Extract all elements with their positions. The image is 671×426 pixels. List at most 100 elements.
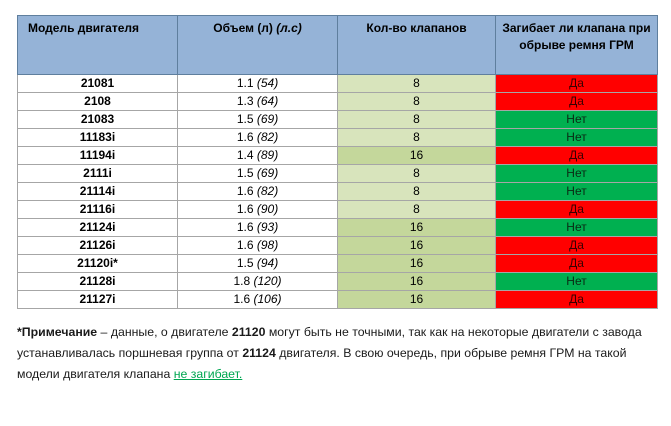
table-row: 2108 1.3 (64) 8 Да <box>17 92 658 111</box>
cell-volume-liters: 1.5 <box>236 166 254 180</box>
cell-bend: Да <box>495 290 658 309</box>
cell-volume-hp: (106) <box>253 292 282 306</box>
footnote: *Примечание – данные, о двигателе 21120 … <box>17 322 657 385</box>
cell-bend: Нет <box>495 164 658 183</box>
cell-volume-hp: (69) <box>256 166 279 180</box>
cell-volume-hp: (54) <box>256 76 279 90</box>
cell-bend: Да <box>495 254 658 273</box>
note-engine-1: 21120 <box>231 325 266 339</box>
note-star: * <box>17 325 22 339</box>
cell-model: 21116i <box>17 200 178 219</box>
table-row: 21126i 1.6 (98) 16 Да <box>17 236 658 255</box>
cell-model: 2108 <box>17 92 178 111</box>
table-row: 21081 1.1 (54) 8 Да <box>17 74 658 93</box>
cell-model: 21124i <box>17 218 178 237</box>
cell-volume-hp: (98) <box>256 238 279 252</box>
cell-valves: 8 <box>337 128 496 147</box>
note-text-1: – данные, о двигателе <box>97 325 232 339</box>
cell-valves: 8 <box>337 110 496 129</box>
note-text-2: могут быть не точными, так как на некото… <box>17 325 642 360</box>
cell-volume-hp: (69) <box>256 112 279 126</box>
cell-volume: 1.6 (82) <box>177 128 338 147</box>
table-row: 21120i* 1.5 (94) 16 Да <box>17 254 658 273</box>
cell-bend: Да <box>495 236 658 255</box>
cell-model: 2111i <box>17 164 178 183</box>
header-volume: Объем (л) (л.с) <box>177 15 338 75</box>
cell-volume-hp: (82) <box>256 130 279 144</box>
cell-volume-hp: (94) <box>256 256 279 270</box>
table-body: 21081 1.1 (54) 8 Да 2108 1.3 (64) 8 Да 21083 1.5 … <box>17 74 658 309</box>
cell-bend: Нет <box>495 218 658 237</box>
cell-bend: Да <box>495 74 658 93</box>
cell-bend: Да <box>495 146 658 165</box>
note-text-3: двигателя. В свою очередь, при обрыве ре… <box>17 346 627 381</box>
table-header-row: Модель двигателя Объем (л) (л.с) Кол-во … <box>17 15 658 75</box>
cell-volume-hp: (89) <box>256 148 279 162</box>
cell-bend: Нет <box>495 272 658 291</box>
cell-volume: 1.5 (69) <box>177 110 338 129</box>
header-volume-main: Объем (л) <box>213 21 273 35</box>
engine-table-container: Модель двигателя Объем (л) (л.с) Кол-во … <box>17 15 658 309</box>
header-volume-hp: (л.с) <box>276 21 302 35</box>
cell-volume: 1.6 (106) <box>177 290 338 309</box>
table-row: 11183i 1.6 (82) 8 Нет <box>17 128 658 147</box>
cell-volume-liters: 1.5 <box>236 112 254 126</box>
cell-valves: 8 <box>337 200 496 219</box>
header-valves: Кол-во клапанов <box>337 15 496 75</box>
note-engine-2: 21124 <box>242 346 276 360</box>
cell-valves: 16 <box>337 272 496 291</box>
cell-volume: 1.6 (82) <box>177 182 338 201</box>
cell-volume-liters: 1.6 <box>236 184 254 198</box>
cell-volume-liters: 1.6 <box>236 238 254 252</box>
note-link[interactable]: не загибает. <box>173 367 243 381</box>
cell-valves: 16 <box>337 290 496 309</box>
cell-volume-liters: 1.6 <box>236 220 254 234</box>
cell-volume-hp: (120) <box>253 274 282 288</box>
table-row: 21127i 1.6 (106) 16 Да <box>17 290 658 309</box>
cell-volume: 1.5 (94) <box>177 254 338 273</box>
cell-volume: 1.6 (93) <box>177 218 338 237</box>
cell-volume-hp: (90) <box>256 202 279 216</box>
cell-volume: 1.6 (98) <box>177 236 338 255</box>
table-row: 2111i 1.5 (69) 8 Нет <box>17 164 658 183</box>
cell-bend: Нет <box>495 128 658 147</box>
cell-valves: 16 <box>337 218 496 237</box>
cell-volume: 1.8 (120) <box>177 272 338 291</box>
cell-volume-liters: 1.8 <box>233 274 251 288</box>
cell-volume: 1.5 (69) <box>177 164 338 183</box>
cell-volume-liters: 1.1 <box>236 76 254 90</box>
cell-volume-liters: 1.5 <box>236 256 254 270</box>
cell-valves: 8 <box>337 74 496 93</box>
table-row: 21128i 1.8 (120) 16 Нет <box>17 272 658 291</box>
header-bend: Загибает ли клапана при обрыве ремня ГРМ <box>495 15 658 75</box>
cell-bend: Да <box>495 92 658 111</box>
cell-valves: 8 <box>337 92 496 111</box>
table-row: 11194i 1.4 (89) 16 Да <box>17 146 658 165</box>
cell-valves: 8 <box>337 164 496 183</box>
cell-valves: 16 <box>337 146 496 165</box>
cell-model: 21126i <box>17 236 178 255</box>
cell-volume-liters: 1.4 <box>236 148 254 162</box>
cell-model: 21081 <box>17 74 178 93</box>
cell-valves: 16 <box>337 236 496 255</box>
cell-volume-liters: 1.6 <box>236 202 254 216</box>
cell-bend: Да <box>495 200 658 219</box>
cell-volume-hp: (93) <box>256 220 279 234</box>
cell-volume: 1.6 (90) <box>177 200 338 219</box>
note-label: Примечание <box>21 325 98 339</box>
cell-volume: 1.4 (89) <box>177 146 338 165</box>
cell-volume-liters: 1.6 <box>236 130 254 144</box>
header-model: Модель двигателя <box>17 15 178 75</box>
cell-model: 21083 <box>17 110 178 129</box>
table-row: 21114i 1.6 (82) 8 Нет <box>17 182 658 201</box>
cell-valves: 16 <box>337 254 496 273</box>
cell-bend: Нет <box>495 110 658 129</box>
cell-volume-liters: 1.6 <box>233 292 251 306</box>
cell-model: 21127i <box>17 290 178 309</box>
cell-model: 21120i* <box>17 254 178 273</box>
cell-model: 21128i <box>17 272 178 291</box>
cell-volume-hp: (64) <box>256 94 279 108</box>
table-row: 21083 1.5 (69) 8 Нет <box>17 110 658 129</box>
cell-volume: 1.3 (64) <box>177 92 338 111</box>
cell-volume: 1.1 (54) <box>177 74 338 93</box>
